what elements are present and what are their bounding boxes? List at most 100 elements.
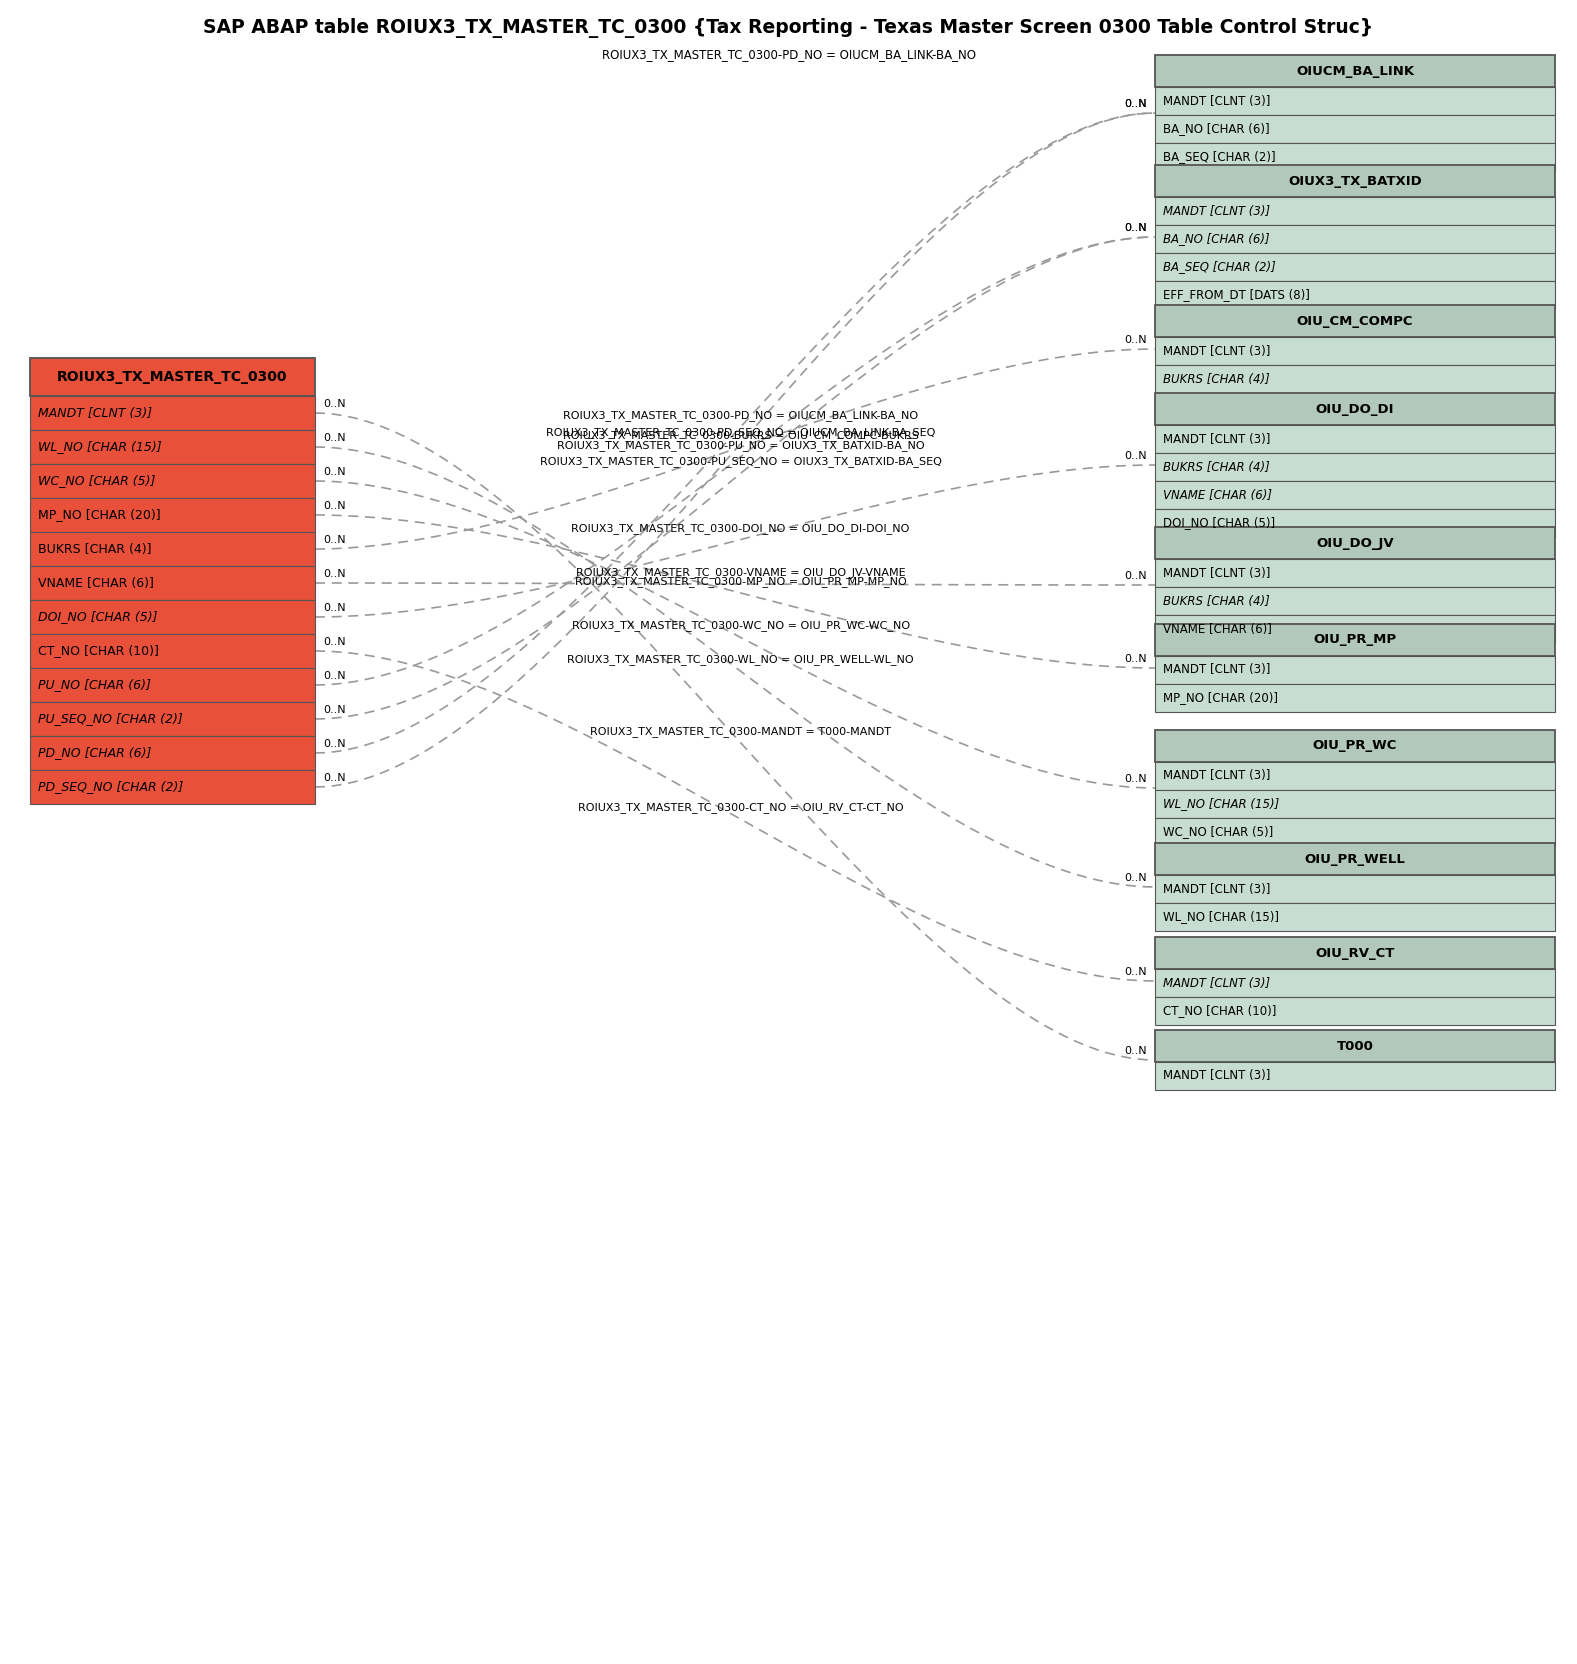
Text: T000: T000 bbox=[1337, 1040, 1374, 1053]
Bar bbox=[1154, 684, 1555, 712]
Text: 0..N: 0..N bbox=[1124, 774, 1146, 784]
Bar bbox=[1154, 364, 1555, 393]
Bar bbox=[1154, 1030, 1555, 1062]
Text: ROIUX3_TX_MASTER_TC_0300-PD_NO = OIUCM_BA_LINK-BA_NO: ROIUX3_TX_MASTER_TC_0300-PD_NO = OIUCM_B… bbox=[601, 48, 976, 62]
Text: 0..N: 0..N bbox=[1124, 98, 1146, 110]
Text: DOI_NO [CHAR (5)]: DOI_NO [CHAR (5)] bbox=[1162, 516, 1276, 529]
Text: ROIUX3_TX_MASTER_TC_0300-VNAME = OIU_DO_JV-VNAME: ROIUX3_TX_MASTER_TC_0300-VNAME = OIU_DO_… bbox=[576, 567, 905, 577]
Text: ROIUX3_TX_MASTER_TC_0300-BUKRS = OIU_CM_COMPC-BUKRS: ROIUX3_TX_MASTER_TC_0300-BUKRS = OIU_CM_… bbox=[563, 431, 918, 441]
Text: EFF_FROM_DT [DATS (8)]: EFF_FROM_DT [DATS (8)] bbox=[1162, 288, 1310, 301]
Bar bbox=[30, 532, 315, 566]
Bar bbox=[1154, 338, 1555, 364]
Text: 0..N: 0..N bbox=[1124, 223, 1146, 233]
Text: BA_NO [CHAR (6)]: BA_NO [CHAR (6)] bbox=[1162, 123, 1269, 135]
Bar bbox=[30, 566, 315, 601]
Text: 0..N: 0..N bbox=[323, 433, 345, 443]
Bar bbox=[30, 429, 315, 464]
Bar bbox=[1154, 305, 1555, 338]
Text: BUKRS [CHAR (4)]: BUKRS [CHAR (4)] bbox=[1162, 594, 1269, 607]
Bar bbox=[1154, 904, 1555, 930]
Bar bbox=[1154, 424, 1555, 453]
Text: 0..N: 0..N bbox=[323, 739, 345, 749]
Text: BUKRS [CHAR (4)]: BUKRS [CHAR (4)] bbox=[38, 542, 151, 556]
Text: PD_SEQ_NO [CHAR (2)]: PD_SEQ_NO [CHAR (2)] bbox=[38, 780, 183, 794]
Bar bbox=[1154, 937, 1555, 968]
Text: ROIUX3_TX_MASTER_TC_0300-DOI_NO = OIU_DO_DI-DOI_NO: ROIUX3_TX_MASTER_TC_0300-DOI_NO = OIU_DO… bbox=[571, 522, 910, 534]
Text: BA_SEQ [CHAR (2)]: BA_SEQ [CHAR (2)] bbox=[1162, 261, 1276, 273]
Bar bbox=[30, 601, 315, 634]
Text: WC_NO [CHAR (5)]: WC_NO [CHAR (5)] bbox=[38, 474, 156, 488]
Bar bbox=[1154, 527, 1555, 559]
Text: 0..N: 0..N bbox=[323, 637, 345, 647]
Text: OIUX3_TX_BATXID: OIUX3_TX_BATXID bbox=[1288, 175, 1422, 188]
Text: WL_NO [CHAR (15)]: WL_NO [CHAR (15)] bbox=[38, 441, 161, 454]
Text: MP_NO [CHAR (20)]: MP_NO [CHAR (20)] bbox=[1162, 692, 1277, 704]
Bar bbox=[30, 702, 315, 735]
Text: 0..N: 0..N bbox=[1124, 98, 1146, 110]
Text: MANDT [CLNT (3)]: MANDT [CLNT (3)] bbox=[1162, 664, 1271, 677]
Bar bbox=[1154, 253, 1555, 281]
Text: ROIUX3_TX_MASTER_TC_0300-CT_NO = OIU_RV_CT-CT_NO: ROIUX3_TX_MASTER_TC_0300-CT_NO = OIU_RV_… bbox=[577, 802, 904, 814]
Text: PU_SEQ_NO [CHAR (2)]: PU_SEQ_NO [CHAR (2)] bbox=[38, 712, 183, 726]
Text: VNAME [CHAR (6)]: VNAME [CHAR (6)] bbox=[38, 576, 155, 589]
Bar bbox=[1154, 844, 1555, 875]
Bar bbox=[1154, 165, 1555, 196]
Text: BA_SEQ [CHAR (2)]: BA_SEQ [CHAR (2)] bbox=[1162, 150, 1276, 163]
Text: ROIUX3_TX_MASTER_TC_0300-PU_NO = OIUX3_TX_BATXID-BA_NO: ROIUX3_TX_MASTER_TC_0300-PU_NO = OIUX3_T… bbox=[557, 439, 924, 451]
Bar bbox=[1154, 509, 1555, 537]
Bar bbox=[30, 667, 315, 702]
Text: 0..N: 0..N bbox=[1124, 654, 1146, 664]
Text: MANDT [CLNT (3)]: MANDT [CLNT (3)] bbox=[1162, 205, 1269, 218]
Text: ROIUX3_TX_MASTER_TC_0300-WL_NO = OIU_PR_WELL-WL_NO: ROIUX3_TX_MASTER_TC_0300-WL_NO = OIU_PR_… bbox=[568, 654, 915, 666]
Bar bbox=[1154, 1062, 1555, 1090]
Text: CT_NO [CHAR (10)]: CT_NO [CHAR (10)] bbox=[38, 644, 159, 657]
Text: 0..N: 0..N bbox=[323, 399, 345, 409]
Bar bbox=[1154, 790, 1555, 819]
Bar bbox=[30, 770, 315, 804]
Bar bbox=[1154, 730, 1555, 762]
Text: VNAME [CHAR (6)]: VNAME [CHAR (6)] bbox=[1162, 622, 1273, 636]
Text: BA_NO [CHAR (6)]: BA_NO [CHAR (6)] bbox=[1162, 233, 1269, 246]
Bar bbox=[30, 735, 315, 770]
Text: 0..N: 0..N bbox=[323, 501, 345, 511]
Text: WL_NO [CHAR (15)]: WL_NO [CHAR (15)] bbox=[1162, 797, 1279, 810]
Bar bbox=[1154, 55, 1555, 87]
Bar bbox=[1154, 587, 1555, 616]
Text: 0..N: 0..N bbox=[1124, 451, 1146, 461]
Text: MANDT [CLNT (3)]: MANDT [CLNT (3)] bbox=[1162, 977, 1269, 990]
Text: ROIUX3_TX_MASTER_TC_0300: ROIUX3_TX_MASTER_TC_0300 bbox=[57, 369, 287, 384]
Text: ROIUX3_TX_MASTER_TC_0300-MANDT = T000-MANDT: ROIUX3_TX_MASTER_TC_0300-MANDT = T000-MA… bbox=[590, 726, 891, 737]
Bar bbox=[1154, 968, 1555, 997]
Bar bbox=[1154, 875, 1555, 904]
Text: PU_NO [CHAR (6)]: PU_NO [CHAR (6)] bbox=[38, 679, 151, 692]
Bar bbox=[1154, 393, 1555, 424]
Text: MANDT [CLNT (3)]: MANDT [CLNT (3)] bbox=[1162, 344, 1271, 358]
Text: OIU_CM_COMPC: OIU_CM_COMPC bbox=[1296, 314, 1413, 328]
Text: CT_NO [CHAR (10)]: CT_NO [CHAR (10)] bbox=[1162, 1005, 1276, 1017]
Bar bbox=[1154, 115, 1555, 143]
Text: 0..N: 0..N bbox=[323, 774, 345, 784]
Text: 0..N: 0..N bbox=[1124, 571, 1146, 581]
Text: OIU_RV_CT: OIU_RV_CT bbox=[1315, 947, 1394, 960]
Bar bbox=[1154, 656, 1555, 684]
Bar bbox=[1154, 762, 1555, 790]
Bar bbox=[1154, 196, 1555, 225]
Text: 0..N: 0..N bbox=[1124, 334, 1146, 344]
Text: 0..N: 0..N bbox=[323, 602, 345, 612]
Bar bbox=[1154, 225, 1555, 253]
Text: BUKRS [CHAR (4)]: BUKRS [CHAR (4)] bbox=[1162, 461, 1269, 474]
Bar bbox=[1154, 819, 1555, 845]
Bar bbox=[1154, 624, 1555, 656]
Bar bbox=[1154, 559, 1555, 587]
Text: WC_NO [CHAR (5)]: WC_NO [CHAR (5)] bbox=[1162, 825, 1273, 839]
Text: ROIUX3_TX_MASTER_TC_0300-PD_NO = OIUCM_BA_LINK-BA_NO: ROIUX3_TX_MASTER_TC_0300-PD_NO = OIUCM_B… bbox=[563, 409, 918, 421]
Text: MANDT [CLNT (3)]: MANDT [CLNT (3)] bbox=[1162, 882, 1271, 895]
Text: ROIUX3_TX_MASTER_TC_0300-MP_NO = OIU_PR_MP-MP_NO: ROIUX3_TX_MASTER_TC_0300-MP_NO = OIU_PR_… bbox=[574, 576, 907, 587]
Bar bbox=[1154, 87, 1555, 115]
Text: SAP ABAP table ROIUX3_TX_MASTER_TC_0300 {Tax Reporting - Texas Master Screen 030: SAP ABAP table ROIUX3_TX_MASTER_TC_0300 … bbox=[203, 18, 1374, 38]
Bar bbox=[30, 358, 315, 396]
Text: MANDT [CLNT (3)]: MANDT [CLNT (3)] bbox=[38, 406, 151, 419]
Text: 0..N: 0..N bbox=[323, 671, 345, 681]
Text: OIU_PR_MP: OIU_PR_MP bbox=[1314, 634, 1397, 647]
Text: 0..N: 0..N bbox=[1124, 874, 1146, 884]
